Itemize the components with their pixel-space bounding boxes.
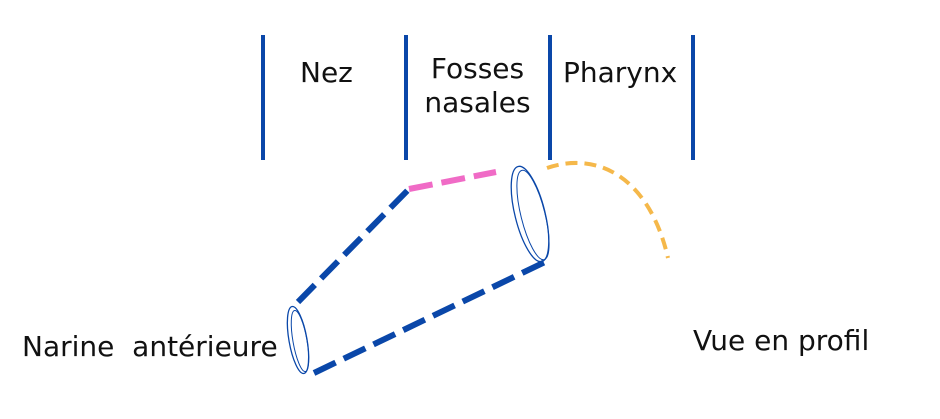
posterior-choana-ellipse-inner (516, 169, 550, 261)
label-vue-en-profil: Vue en profil (693, 324, 870, 357)
label-fosses-line2: nasales (424, 86, 531, 119)
label-nez: Nez (300, 56, 353, 89)
label-fosses-line1: Fosses (430, 52, 525, 85)
label-pharynx: Pharynx (563, 56, 678, 89)
anterior-nostril-ellipse-inner (290, 309, 310, 373)
pharynx-curve (546, 161, 670, 259)
nose-upper-edge (295, 187, 411, 305)
label-narine-anterieure: Narine antérieure (22, 330, 278, 363)
nasal-fossa-top-edge (408, 169, 497, 192)
label-fosses-nasales: Fosses nasales (405, 52, 550, 120)
nose-lower-edge (312, 259, 547, 376)
